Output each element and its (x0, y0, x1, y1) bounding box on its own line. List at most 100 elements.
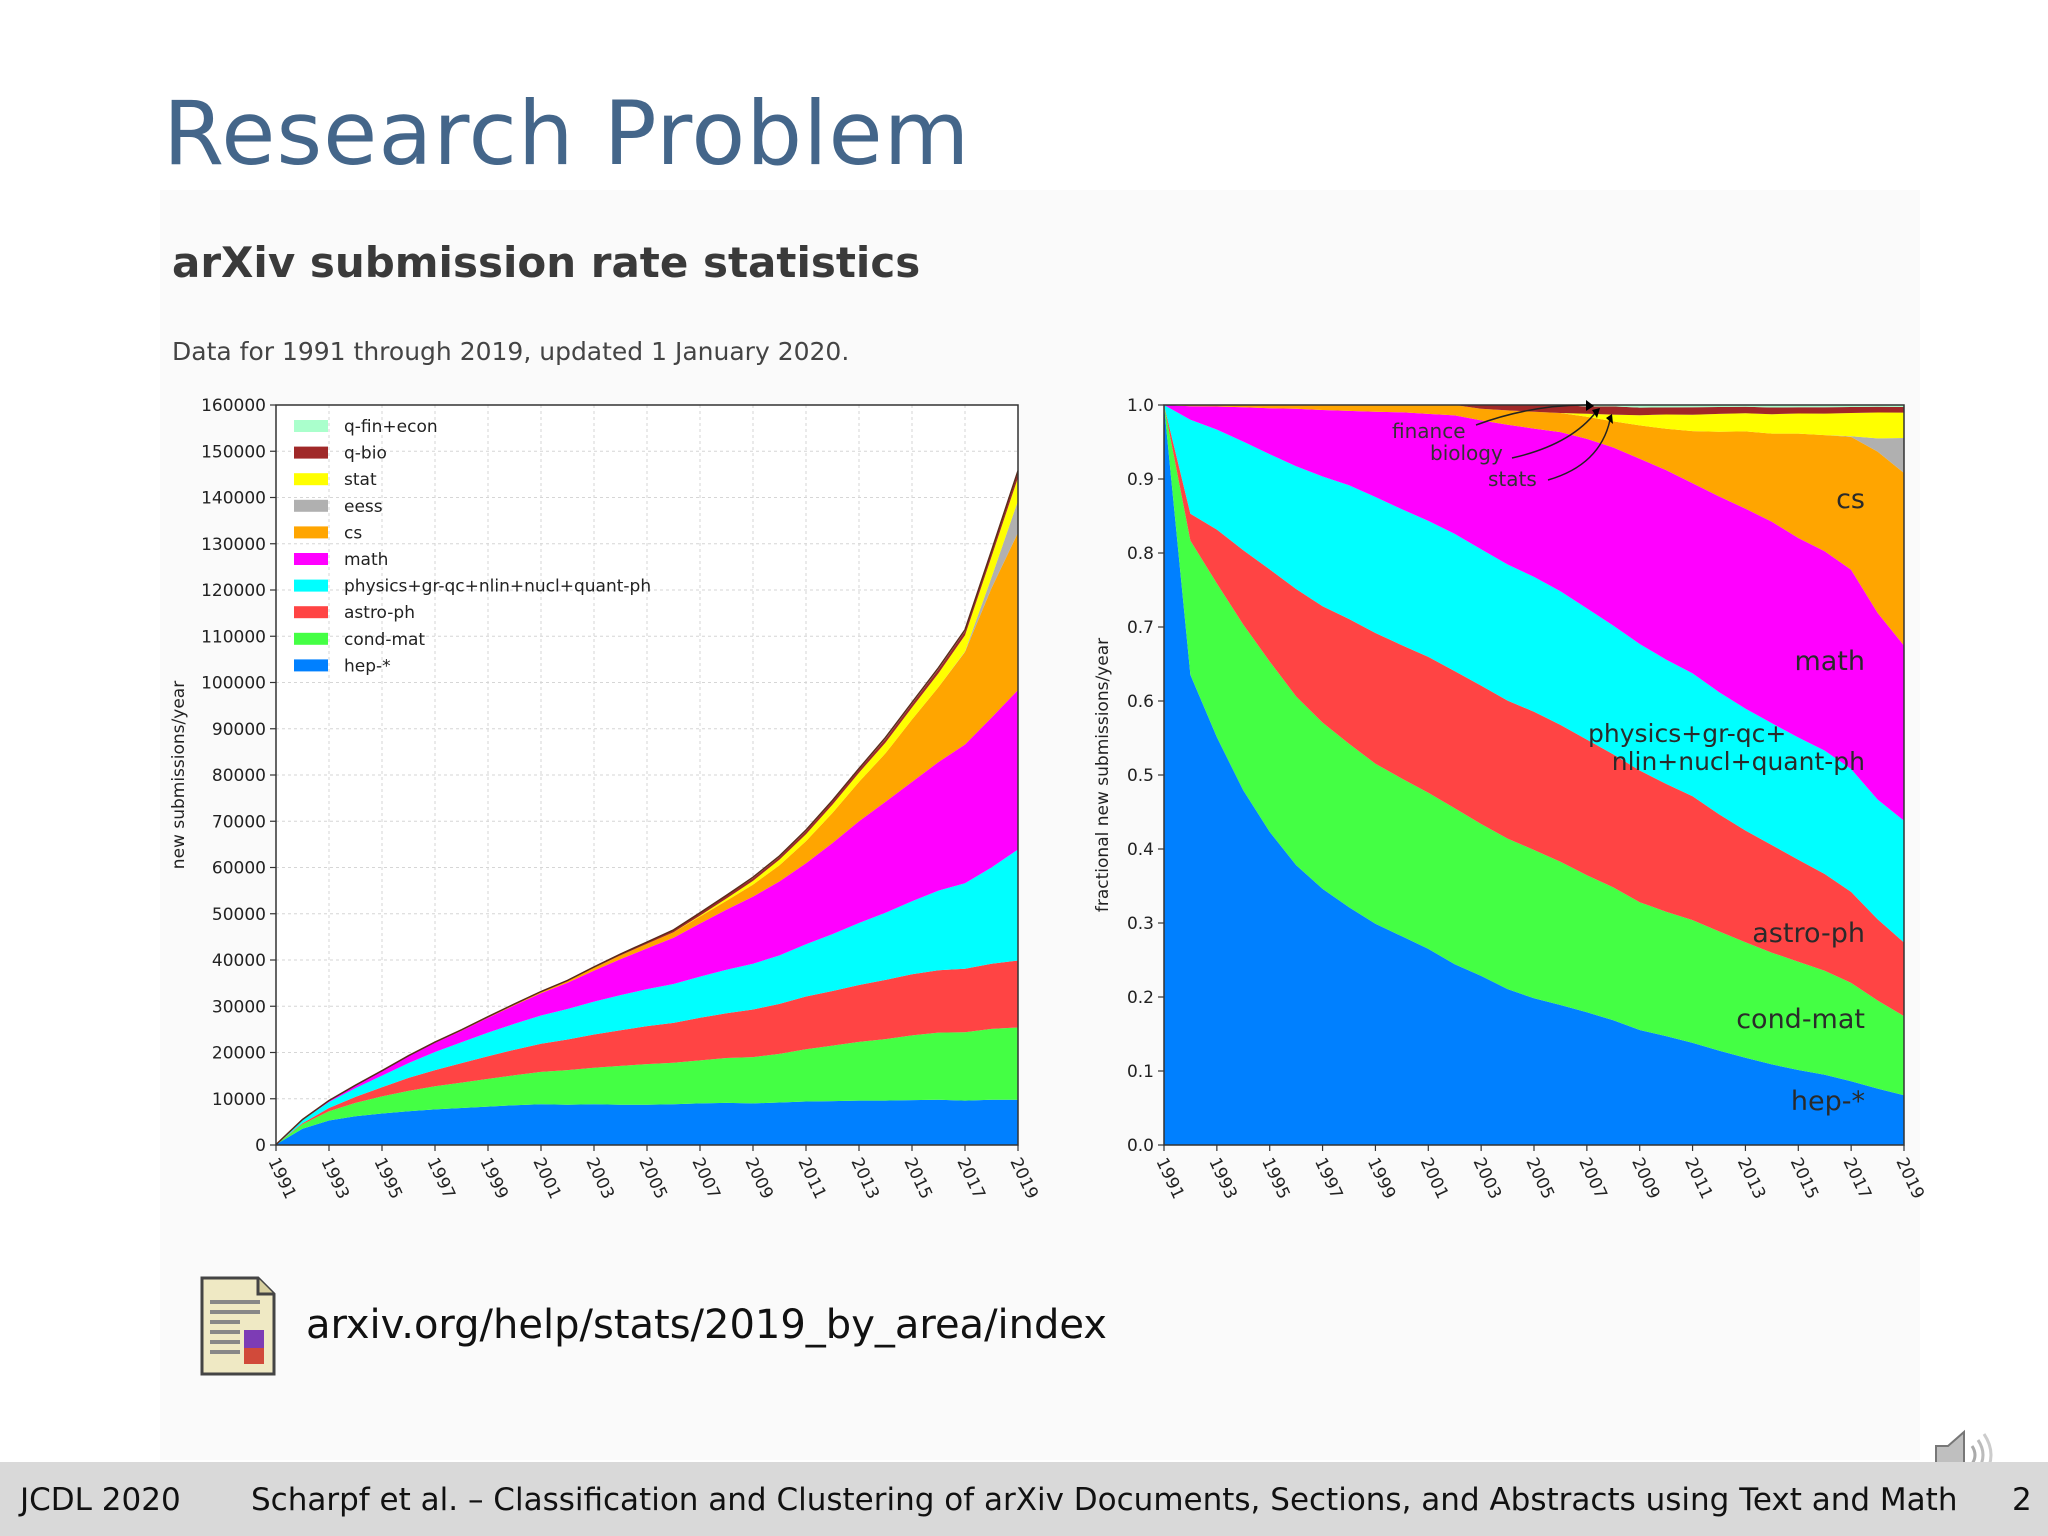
x-tick-label: 2015 (1786, 1155, 1822, 1203)
legend-swatch-astro-ph (294, 606, 328, 619)
area-cond-mat (1164, 405, 1904, 1096)
y-tick-label: 140000 (201, 489, 266, 509)
x-tick-label: 2011 (1680, 1155, 1716, 1203)
legend-swatch-eess (294, 499, 328, 512)
area-math (1164, 405, 1904, 821)
x-tick-label: 2009 (1627, 1155, 1663, 1203)
y-tick-label: 80000 (212, 766, 266, 786)
y-tick-label: 110000 (201, 627, 266, 647)
y-tick-label: 0 (255, 1136, 266, 1156)
x-tick-label: 2007 (1574, 1155, 1610, 1203)
arrowhead-finance (1586, 400, 1594, 411)
legend-swatch-q-fin-econ (294, 420, 328, 432)
series-label-physics-gr-qc: physics+gr-qc+ (1588, 719, 1786, 748)
arrow-finance (1475, 404, 1587, 426)
area-cond-mat (276, 1027, 1018, 1145)
y-tick-label: 130000 (201, 535, 266, 555)
arrow-biology (1511, 411, 1597, 459)
x-tick-label: 1995 (1257, 1155, 1293, 1203)
y-tick-label: 160000 (201, 396, 266, 416)
area-stat (1164, 405, 1904, 439)
legend-label-q-bio: q-bio (344, 444, 387, 464)
legend-label-q-fin-econ: q-fin+econ (344, 417, 438, 437)
area-physics-gr-qc-nlin-nucl-quant-ph (1164, 405, 1904, 943)
legend-label-eess: eess (344, 497, 383, 517)
y-tick-label: 150000 (201, 442, 266, 462)
legend-label-math: math (344, 550, 388, 570)
area-astro-ph (1164, 405, 1904, 1017)
area-astro-ph (276, 960, 1018, 1145)
y-tick-label: 90000 (212, 720, 266, 740)
legend-swatch-hep (294, 659, 328, 672)
x-tick-label: 2003 (1469, 1155, 1505, 1203)
document-icon[interactable] (198, 1274, 278, 1378)
x-tick-label: 1991 (1151, 1155, 1187, 1203)
y-tick-label: 100000 (201, 674, 266, 694)
x-tick-label: 1999 (1363, 1155, 1399, 1203)
footer-page-number: 2 (2012, 1482, 2032, 1518)
y-tick-label: 10000 (212, 1090, 266, 1110)
stats-subheading: Data for 1991 through 2019, updated 1 Ja… (172, 337, 850, 366)
y-tick-label: 0.3 (1127, 914, 1154, 934)
arrow-stats (1547, 419, 1611, 481)
y-axis-label: new submissions/year (169, 681, 189, 869)
annotation-stats: stats (1488, 467, 1537, 491)
y-tick-label: 30000 (212, 997, 266, 1017)
legend-label-astro-ph: astro-ph (344, 603, 415, 623)
x-tick-label: 2001 (1416, 1155, 1452, 1203)
y-tick-label: 50000 (212, 905, 266, 925)
series-label-nlin-nucl-quant-ph: nlin+nucl+quant-ph (1612, 747, 1865, 776)
y-tick-label: 60000 (212, 859, 266, 879)
area-math (276, 689, 1018, 1145)
y-tick-label: 0.5 (1127, 766, 1154, 786)
y-tick-label: 0.4 (1127, 840, 1154, 860)
series-label-cs: cs (1836, 484, 1865, 515)
area-hep (1164, 405, 1904, 1145)
y-tick-label: 1.0 (1127, 396, 1154, 416)
legend-label-physics-gr-qc-nlin-nucl-quant-ph: physics+gr-qc+nlin+nucl+quant-ph (344, 577, 651, 597)
x-tick-label: 2017 (1839, 1155, 1875, 1203)
legend-swatch-cond-mat (294, 632, 328, 645)
y-tick-label: 20000 (212, 1044, 266, 1064)
stats-heading: arXiv submission rate statistics (172, 238, 921, 287)
arrowhead-stats (1606, 414, 1613, 424)
slide-title: Research Problem (163, 82, 971, 185)
y-tick-label: 120000 (201, 581, 266, 601)
x-tick-label: 1993 (1204, 1155, 1240, 1203)
footer-bar: JCDL 2020 Scharpf et al. – Classificatio… (0, 1462, 2048, 1536)
legend-swatch-q-bio (294, 446, 328, 459)
legend-swatch-cs (294, 526, 328, 539)
series-label-astro-ph: astro-ph (1752, 918, 1865, 949)
y-tick-label: 0.8 (1127, 544, 1154, 564)
y-tick-label: 0.2 (1127, 988, 1154, 1008)
y-tick-label: 0.9 (1127, 470, 1154, 490)
series-label-cond-mat: cond-mat (1736, 1004, 1865, 1035)
y-tick-label: 40000 (212, 951, 266, 971)
area-physics-gr-qc-nlin-nucl-quant-ph (276, 849, 1018, 1145)
annotation-finance: finance (1392, 419, 1466, 443)
y-tick-label: 0.0 (1127, 1136, 1154, 1156)
stats-link[interactable]: arxiv.org/help/stats/2019_by_area/index (306, 1302, 1107, 1348)
area-hep (276, 1099, 1018, 1145)
y-axis-label: fractional new submissions/year (1093, 638, 1113, 912)
y-tick-label: 0.7 (1127, 618, 1154, 638)
x-tick-label: 1997 (1310, 1155, 1346, 1203)
legend-label-cs: cs (344, 523, 362, 543)
x-tick-label: 2013 (1733, 1155, 1769, 1203)
total-outline (275, 470, 1019, 1146)
x-tick-label: 2005 (1521, 1155, 1557, 1203)
arrowhead-biology (1592, 408, 1600, 418)
y-tick-label: 0.6 (1127, 692, 1154, 712)
legend-swatch-math (294, 553, 328, 565)
footer-authors-title: Scharpf et al. – Classification and Clus… (251, 1482, 1958, 1518)
footer-conference: JCDL 2020 (20, 1482, 181, 1518)
series-label-hep: hep-* (1791, 1086, 1865, 1117)
legend-swatch-physics-gr-qc-nlin-nucl-quant-ph (294, 579, 328, 592)
legend-swatch-stat (294, 473, 328, 486)
annotation-biology: biology (1430, 441, 1503, 465)
area-cs (1164, 405, 1904, 646)
y-tick-label: 0.1 (1127, 1062, 1154, 1082)
series-label-math: math (1794, 646, 1865, 677)
